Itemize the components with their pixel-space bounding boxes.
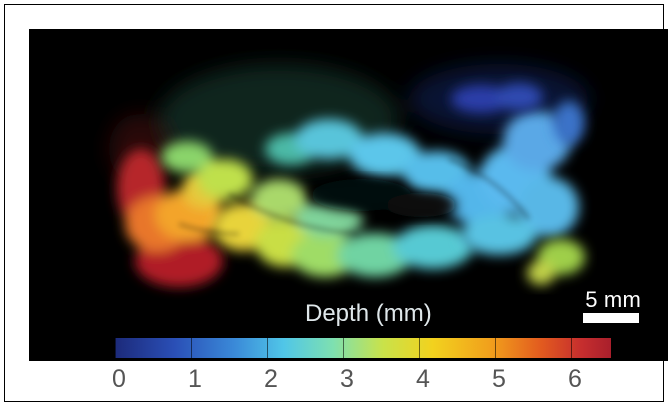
colorbar-tick — [571, 338, 573, 358]
figure-frame: Depth (mm) 5 mm 0 1 2 3 4 5 6 — [4, 4, 668, 402]
depth-map-image: Depth (mm) 5 mm — [29, 29, 668, 361]
colorbar-tick — [419, 338, 421, 358]
depth-map-rendering — [29, 29, 668, 361]
tick-label-6: 6 — [568, 365, 582, 393]
tick-label-1: 1 — [188, 365, 202, 393]
colorbar-tick-labels: 0 1 2 3 4 5 6 — [5, 365, 668, 401]
scale-bar — [583, 313, 639, 323]
colorbar-tick — [266, 338, 268, 358]
colorbar-tick — [494, 338, 496, 358]
tick-label-3: 3 — [340, 365, 354, 393]
scale-bar-label: 5 mm — [585, 287, 641, 312]
colorbar-ticks — [115, 338, 611, 358]
colorbar-tick — [190, 338, 192, 358]
colorbar-tick — [115, 338, 116, 358]
tick-label-0: 0 — [112, 365, 126, 393]
colorbar-tick — [343, 338, 345, 358]
depth-colorbar — [115, 338, 611, 358]
tick-label-5: 5 — [492, 365, 506, 393]
tick-label-2: 2 — [264, 365, 278, 393]
colorbar-title: Depth (mm) — [305, 300, 432, 327]
tick-label-4: 4 — [416, 365, 430, 393]
